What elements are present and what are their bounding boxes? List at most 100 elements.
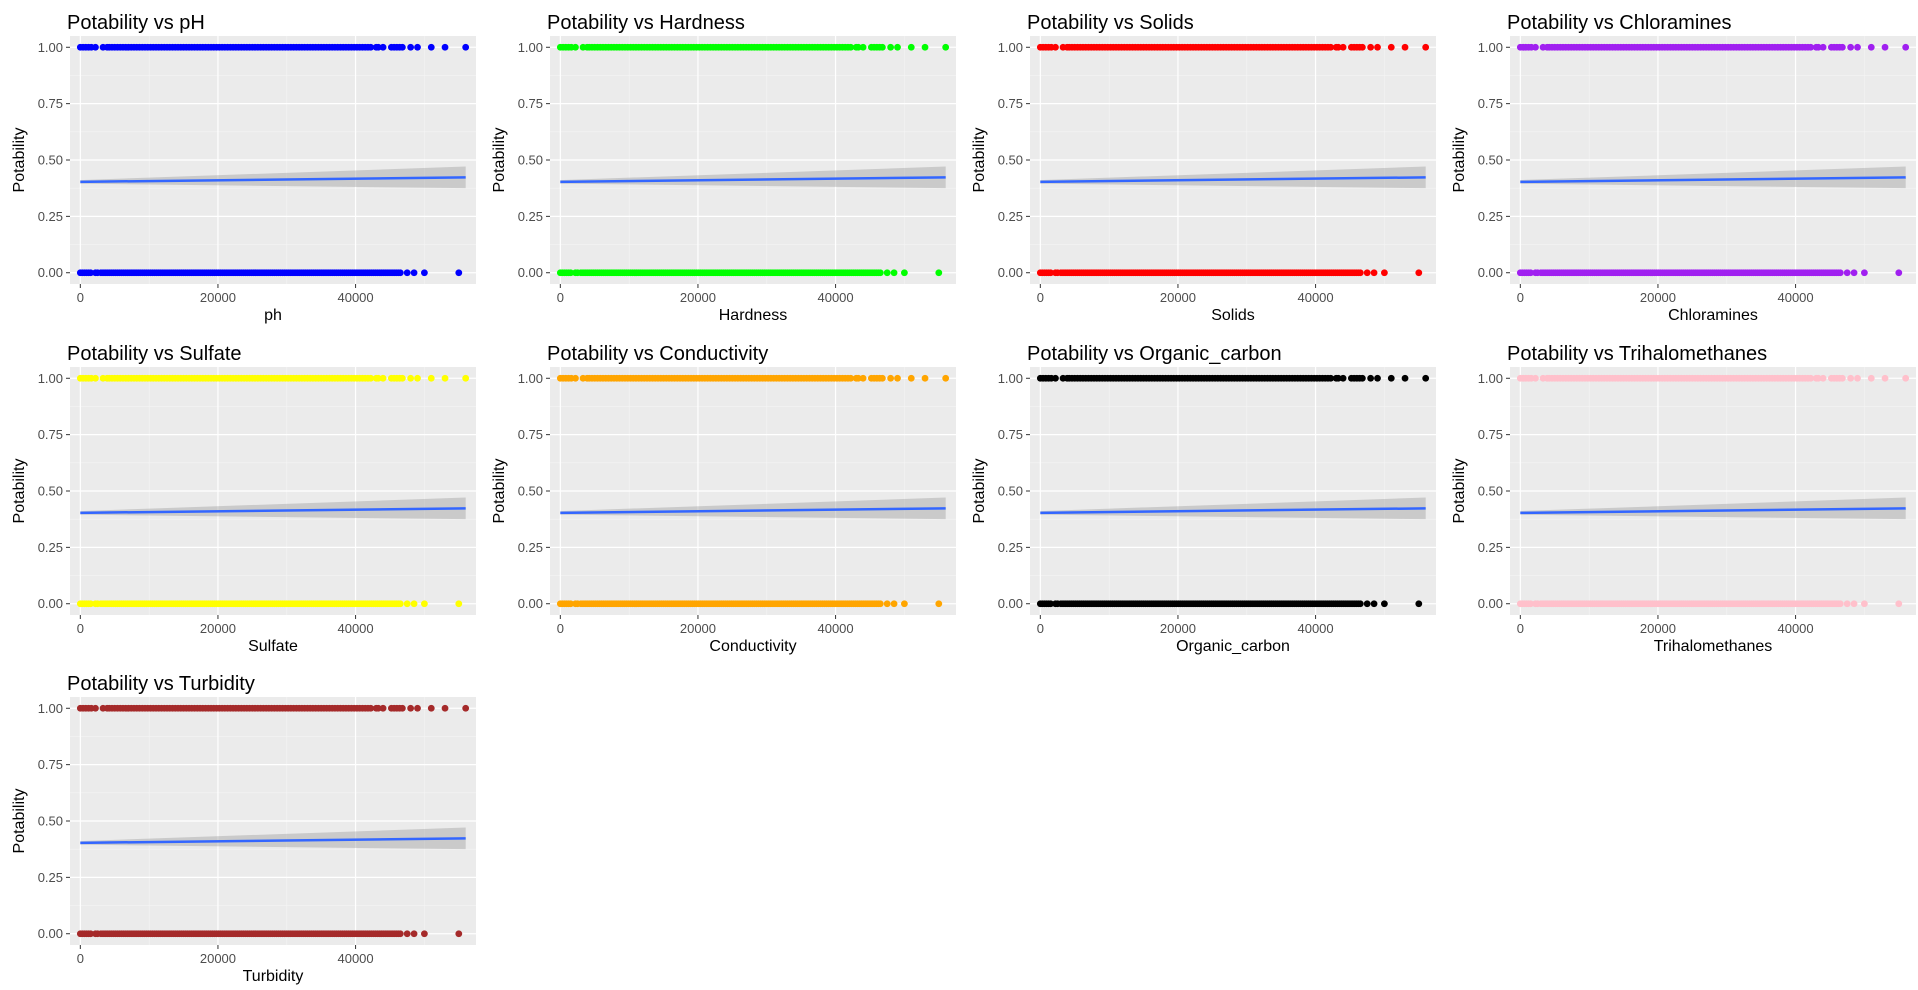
data-point: [1807, 374, 1815, 382]
x-tick-label: 0: [557, 621, 564, 636]
confidence-band: [80, 166, 466, 189]
y-tick-label: 0.00: [38, 596, 63, 611]
panel-title: Potability vs pH: [67, 12, 205, 34]
y-tick-label: 0.50: [1478, 153, 1503, 168]
x-tick-label: 40000: [1297, 621, 1333, 636]
y-tick-label: 0.25: [998, 209, 1023, 224]
y-tick-label: 0.00: [998, 265, 1023, 280]
x-axis-label: Hardness: [719, 307, 787, 324]
data-point: [935, 600, 943, 608]
y-tick-label: 1.00: [998, 40, 1023, 55]
data-point: [1902, 43, 1910, 51]
data-point: [1356, 269, 1364, 277]
data-point: [87, 930, 95, 938]
data-point: [1902, 374, 1910, 382]
y-tick-label: 0.25: [38, 870, 63, 885]
data-point: [420, 930, 428, 938]
y-tick-label: 0.25: [1478, 540, 1503, 555]
panel-title: Potability vs Chloramines: [1507, 12, 1732, 34]
data-point: [876, 600, 884, 608]
data-point: [407, 43, 415, 51]
data-point: [441, 43, 449, 51]
data-point: [427, 43, 435, 51]
panel-title: Potability vs Sulfate: [67, 343, 242, 365]
data-point: [1854, 374, 1861, 382]
y-tick-label: 1.00: [518, 40, 543, 55]
data-point: [1895, 600, 1903, 608]
data-point: [1850, 600, 1858, 608]
y-tick-label: 0.75: [1478, 96, 1503, 111]
x-tick-label: 20000: [200, 951, 236, 966]
data-point: [921, 43, 929, 51]
data-point: [1532, 374, 1539, 382]
data-point: [1415, 600, 1423, 608]
data-point: [887, 374, 895, 382]
data-point: [427, 704, 435, 712]
data-point: [1356, 600, 1364, 608]
data-point: [398, 374, 406, 382]
data-point: [1422, 374, 1430, 382]
x-tick-label: 40000: [1777, 621, 1813, 636]
panel-title: Potability vs Conductivity: [547, 343, 768, 365]
data-point: [1387, 374, 1395, 382]
x-tick-label: 20000: [1640, 290, 1676, 305]
y-tick-label: 0.25: [518, 209, 543, 224]
data-point: [1401, 43, 1409, 51]
data-point: [1836, 269, 1844, 277]
data-point: [854, 374, 862, 382]
data-point: [410, 600, 418, 608]
panel: Potability vs Solids 0.00 0.25 0.50 0.75 1.00…: [971, 12, 1436, 324]
panel-title: Potability vs Turbidity: [67, 673, 255, 695]
panel-title: Potability vs Hardness: [547, 12, 745, 34]
data-point: [1374, 374, 1381, 382]
data-point: [455, 269, 463, 277]
data-point: [396, 930, 404, 938]
data-point: [1843, 600, 1851, 608]
data-point: [894, 43, 901, 51]
trend-line: [560, 507, 946, 515]
data-point: [1367, 43, 1375, 51]
data-point: [398, 704, 406, 712]
panel-title: Potability vs Trihalomethanes: [1507, 343, 1767, 365]
trend-line: [80, 176, 466, 184]
y-tick-label: 0.00: [518, 596, 543, 611]
panel: Potability vs Conductivity 0.00 0.25 0.50 0.…: [491, 343, 956, 655]
data-point: [572, 374, 579, 382]
data-point: [1527, 600, 1535, 608]
data-point: [1527, 269, 1535, 277]
data-point: [462, 374, 470, 382]
data-point: [367, 374, 375, 382]
confidence-band: [1040, 497, 1426, 520]
data-point: [847, 374, 855, 382]
y-tick-label: 0.75: [1478, 427, 1503, 442]
data-point: [1807, 43, 1815, 51]
data-point: [1334, 374, 1342, 382]
y-tick-label: 0.00: [518, 265, 543, 280]
panel-title: Potability vs Organic_carbon: [1027, 343, 1282, 365]
x-tick-label: 20000: [1160, 290, 1196, 305]
data-point: [420, 600, 428, 608]
data-point: [1387, 43, 1395, 51]
y-axis-label: Potability: [11, 459, 28, 524]
data-point: [1867, 374, 1875, 382]
x-tick-label: 0: [1517, 621, 1524, 636]
data-point: [427, 374, 435, 382]
y-tick-label: 0.25: [998, 540, 1023, 555]
data-point: [374, 43, 382, 51]
y-tick-label: 0.00: [998, 596, 1023, 611]
x-tick-label: 40000: [817, 290, 853, 305]
x-axis-label: Sulfate: [248, 638, 298, 655]
data-point: [1838, 374, 1846, 382]
y-tick-label: 0.50: [998, 153, 1023, 168]
data-point: [87, 269, 95, 277]
x-axis-label: Organic_carbon: [1176, 638, 1290, 655]
data-point: [455, 600, 463, 608]
confidence-band: [1040, 166, 1426, 189]
data-point: [379, 374, 387, 382]
data-point: [398, 43, 406, 51]
panel: Potability vs Sulfate 0.00 0.25 0.50 0.75 1.0…: [11, 343, 476, 655]
data-point: [1339, 43, 1347, 51]
data-point: [441, 374, 449, 382]
y-tick-label: 0.75: [518, 427, 543, 442]
